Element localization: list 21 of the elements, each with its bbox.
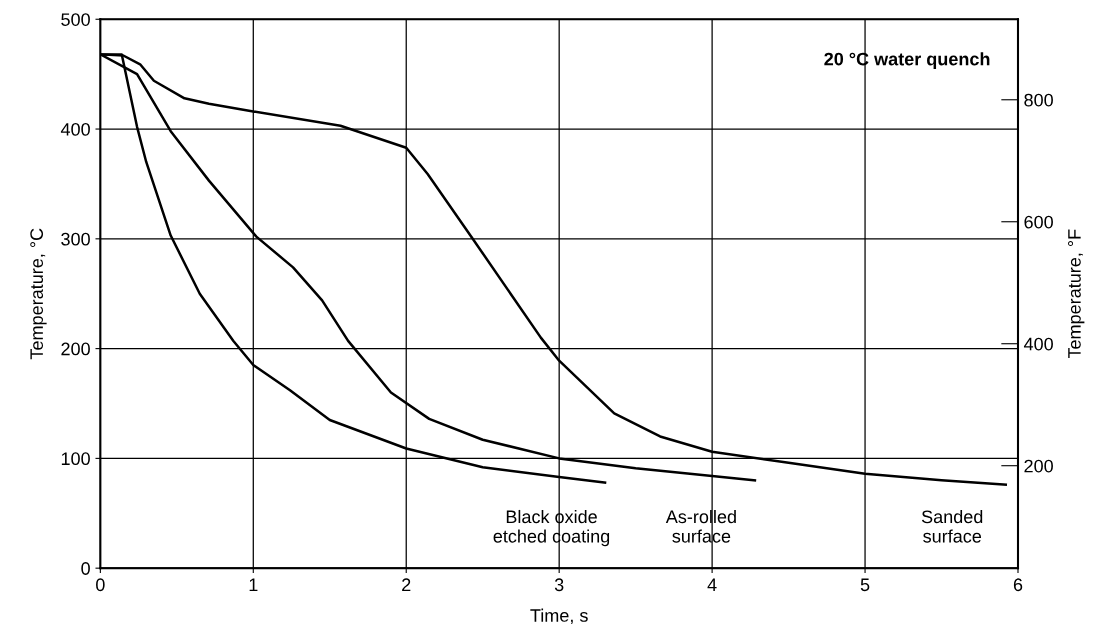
x-tick-label: 1: [249, 578, 258, 591]
y2-axis-title: Temperature, °F: [1068, 229, 1085, 359]
y2-tick-label: 600: [1024, 215, 1053, 229]
x-tick-label: 6: [1013, 578, 1023, 592]
y-tick-label: 400: [60, 122, 90, 136]
y-axis-title: Temperature, °C: [30, 228, 47, 360]
y-tick-label: 100: [61, 452, 90, 466]
y-tick-label: 200: [61, 342, 90, 356]
y2-tick-label: 800: [1024, 93, 1053, 107]
x-axis-title: Time, s: [530, 608, 588, 625]
y2-tick-label: 400: [1023, 337, 1053, 351]
y-tick-label: 0: [81, 562, 90, 575]
x-tick-label: 5: [860, 578, 870, 592]
y-tick-label: 500: [61, 13, 90, 26]
y-tick-label: 300: [61, 232, 90, 246]
x-tick-label: 0: [96, 578, 105, 592]
series-label: Sanded surface: [921, 509, 983, 543]
y2-tick-label: 200: [1024, 459, 1053, 473]
x-tick-label: 2: [402, 578, 411, 591]
x-tick-label: 4: [707, 578, 717, 591]
x-tick-label: 3: [554, 578, 564, 592]
